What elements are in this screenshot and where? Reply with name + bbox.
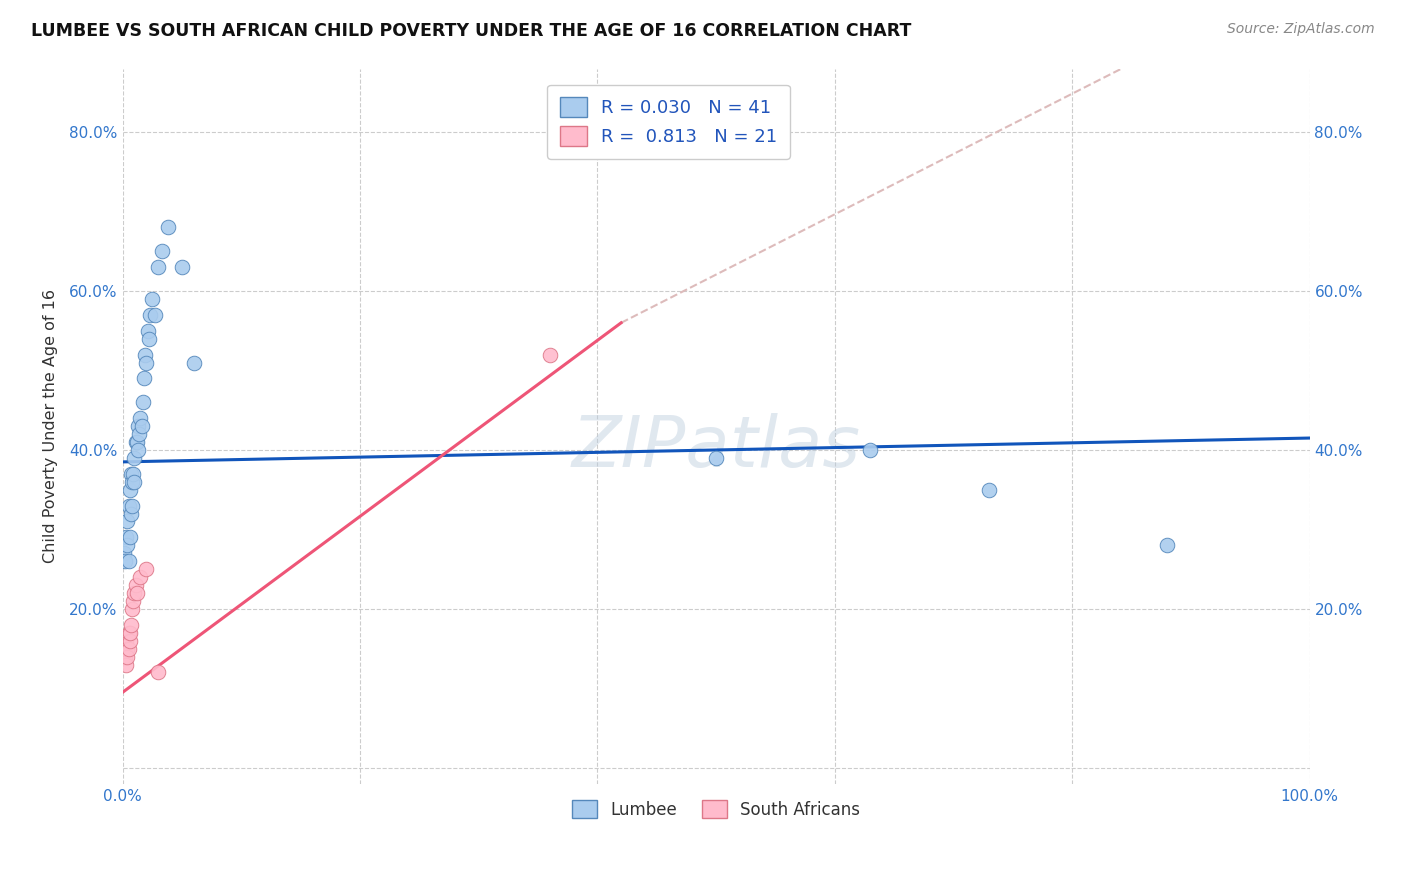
Text: LUMBEE VS SOUTH AFRICAN CHILD POVERTY UNDER THE AGE OF 16 CORRELATION CHART: LUMBEE VS SOUTH AFRICAN CHILD POVERTY UN… <box>31 22 911 40</box>
Point <box>115 657 138 672</box>
Point <box>148 665 170 680</box>
Point <box>124 578 146 592</box>
Point <box>150 244 173 259</box>
Point <box>704 450 727 465</box>
Point <box>124 435 146 450</box>
Point <box>117 625 139 640</box>
Point <box>141 292 163 306</box>
Point <box>117 641 139 656</box>
Legend: Lumbee, South Africans: Lumbee, South Africans <box>565 794 868 825</box>
Point <box>125 586 148 600</box>
Point <box>124 475 146 489</box>
Point <box>859 442 882 457</box>
Y-axis label: Child Poverty Under the Age of 16: Child Poverty Under the Age of 16 <box>44 289 58 563</box>
Text: ZIPatlas: ZIPatlas <box>572 413 860 482</box>
Point <box>129 570 152 584</box>
Point <box>143 308 166 322</box>
Point <box>117 515 139 529</box>
Point <box>135 355 157 369</box>
Point <box>121 475 143 489</box>
Point <box>138 332 160 346</box>
Point <box>124 450 146 465</box>
Point <box>115 633 138 648</box>
Point <box>131 419 153 434</box>
Point <box>117 499 139 513</box>
Point <box>127 442 149 457</box>
Point <box>120 507 142 521</box>
Point <box>114 641 136 656</box>
Point <box>117 641 139 656</box>
Text: Source: ZipAtlas.com: Source: ZipAtlas.com <box>1227 22 1375 37</box>
Point <box>139 308 162 322</box>
Point <box>121 499 143 513</box>
Point <box>1156 538 1178 552</box>
Point <box>118 633 141 648</box>
Point <box>132 395 155 409</box>
Point <box>183 355 205 369</box>
Point <box>115 530 138 544</box>
Point <box>120 467 142 481</box>
Point <box>977 483 1000 497</box>
Point <box>125 435 148 450</box>
Point <box>124 586 146 600</box>
Point <box>148 260 170 275</box>
Point <box>114 554 136 568</box>
Point <box>132 371 155 385</box>
Point <box>117 649 139 664</box>
Point <box>156 220 179 235</box>
Point <box>118 483 141 497</box>
Point <box>118 530 141 544</box>
Point <box>170 260 193 275</box>
Point <box>117 538 139 552</box>
Point <box>129 411 152 425</box>
Point <box>122 467 145 481</box>
Point <box>112 649 135 664</box>
Point <box>121 602 143 616</box>
Point <box>118 625 141 640</box>
Point <box>134 348 156 362</box>
Point <box>117 554 139 568</box>
Point <box>122 594 145 608</box>
Point <box>120 617 142 632</box>
Point <box>538 348 561 362</box>
Point <box>136 324 159 338</box>
Point <box>114 649 136 664</box>
Point <box>127 419 149 434</box>
Point <box>112 546 135 560</box>
Point <box>135 562 157 576</box>
Point <box>128 427 150 442</box>
